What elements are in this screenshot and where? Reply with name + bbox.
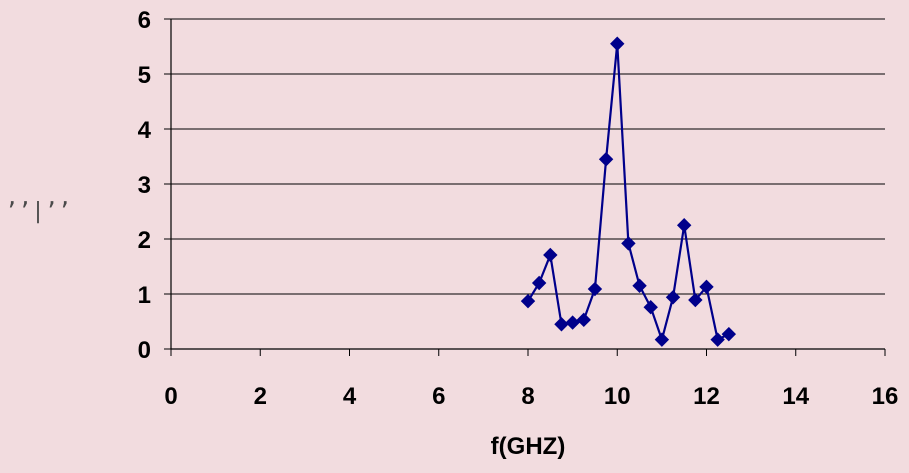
data-point-marker	[576, 312, 591, 328]
data-point-marker	[520, 293, 536, 309]
data-point-marker	[676, 218, 692, 233]
data-point-marker	[554, 317, 569, 332]
data-point-marker	[621, 236, 636, 251]
x-tick-label: 6	[432, 383, 445, 410]
data-point-marker	[610, 36, 625, 51]
gridlines	[171, 18, 885, 295]
data-point-marker	[565, 315, 580, 330]
data-point-marker	[654, 332, 670, 347]
data-point-marker	[543, 247, 558, 263]
labels: f(GHZ) ʼʼ|ʼʼ	[5, 199, 565, 460]
x-axis-title: f(GHZ)	[491, 433, 566, 460]
y-tick-label: 3	[138, 172, 151, 199]
data-point-marker	[721, 326, 737, 342]
series-line-0	[527, 42, 730, 341]
y-tick-label: 0	[138, 337, 151, 364]
x-tick-label: 0	[164, 383, 177, 410]
y-axis-title: ʼʼ|ʼʼ	[5, 199, 71, 224]
x-tick-label: 12	[693, 383, 720, 410]
series-layer	[520, 36, 737, 347]
y-tick-label: 2	[138, 227, 151, 254]
x-tick-label: 2	[254, 383, 267, 410]
data-point-marker	[643, 299, 658, 315]
y-tick-label: 4	[138, 117, 152, 144]
y-tick-label: 5	[138, 62, 151, 89]
data-point-marker	[598, 152, 614, 167]
x-tick-label: 4	[343, 383, 357, 410]
x-tick-label: 8	[521, 383, 534, 410]
data-point-marker	[632, 278, 647, 293]
y-tick-label: 6	[138, 7, 151, 34]
x-tick-label: 10	[604, 383, 631, 410]
y-tick-label: 1	[138, 282, 151, 309]
x-tick-label: 14	[782, 383, 809, 410]
data-point-marker	[710, 332, 725, 347]
data-point-marker	[665, 290, 681, 305]
data-point-marker	[587, 281, 603, 297]
data-point-marker	[531, 275, 547, 291]
data-point-marker	[699, 279, 714, 295]
data-point-marker	[688, 292, 703, 308]
x-tick-label: 16	[872, 383, 899, 410]
